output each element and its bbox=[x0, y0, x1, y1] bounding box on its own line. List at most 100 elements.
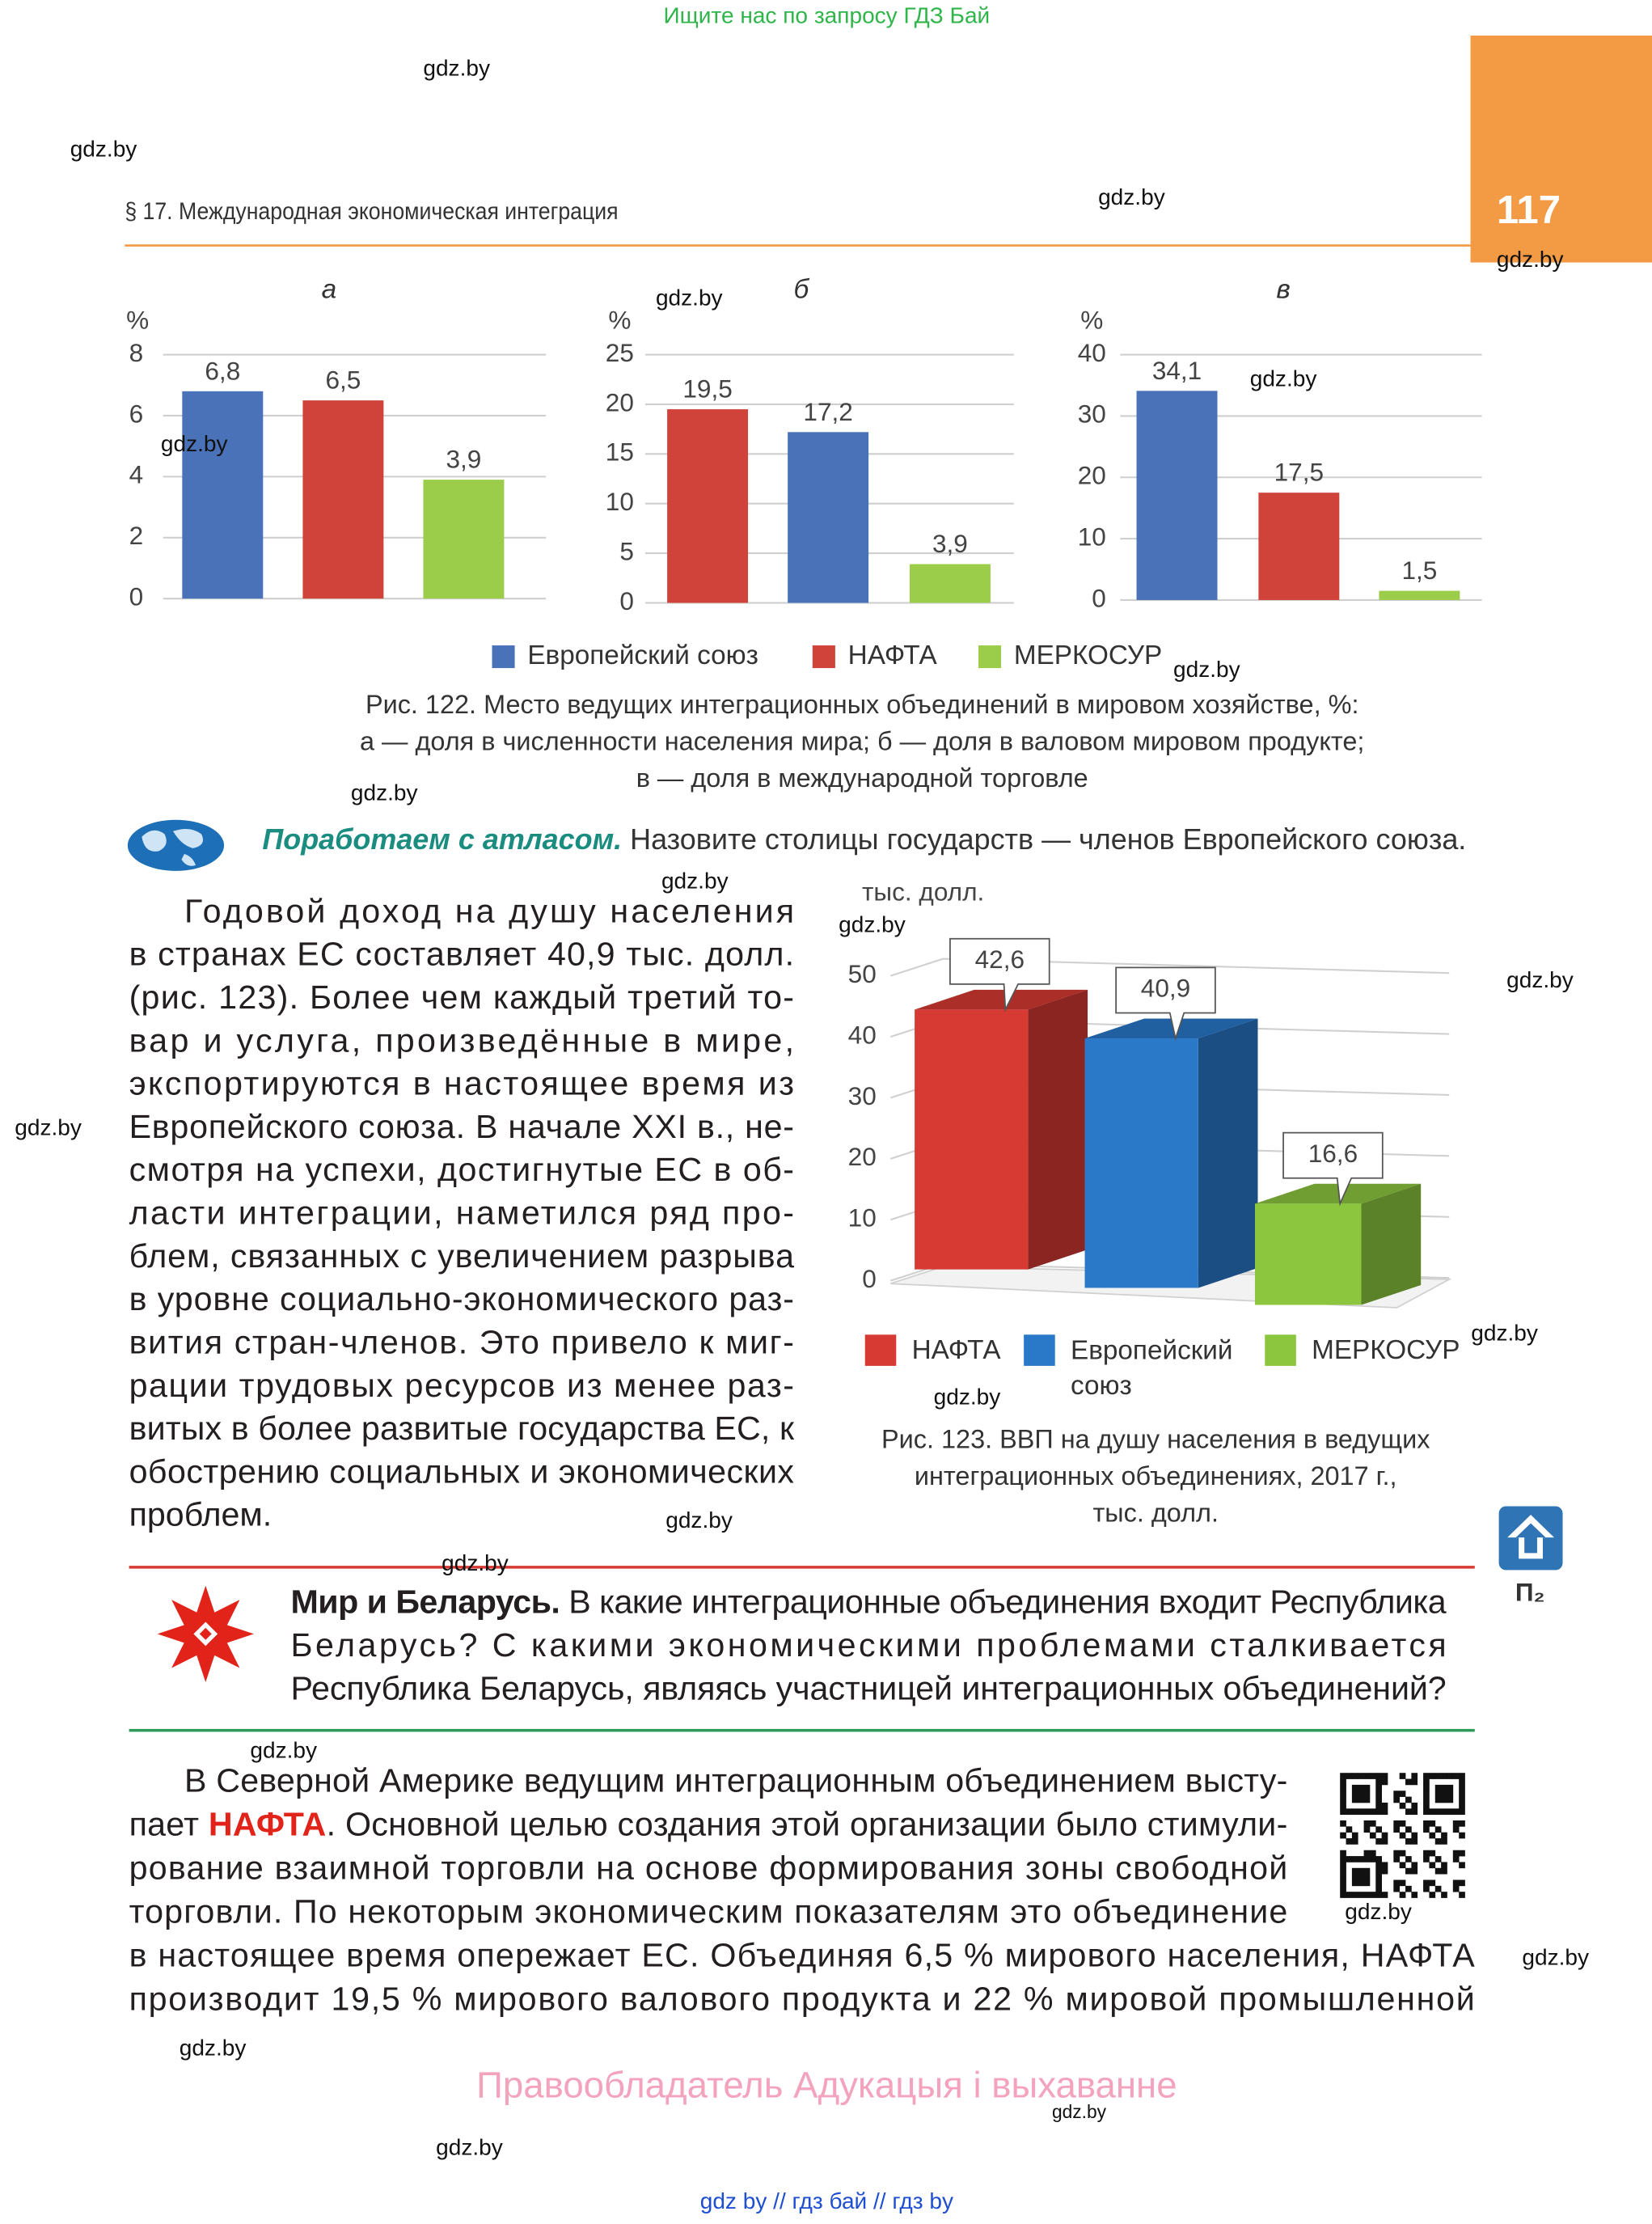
supplement-icon bbox=[1498, 1506, 1563, 1571]
qr-module bbox=[1399, 1802, 1406, 1809]
qr-module bbox=[1340, 1867, 1346, 1875]
body-text: в настоящее время опережает ЕС. Объединя… bbox=[129, 1936, 1476, 1973]
qr-module bbox=[1375, 1885, 1382, 1892]
qr-module bbox=[1452, 1808, 1460, 1815]
qr-module bbox=[1340, 1784, 1346, 1791]
watermark: gdz.by bbox=[250, 1737, 317, 1762]
qr-module bbox=[1393, 1856, 1401, 1862]
box-text: В какие интеграционные объединения входи… bbox=[560, 1583, 1446, 1620]
body-line: смотря на успехи, достигнутые ЕС в об- bbox=[129, 1151, 794, 1188]
qr-module bbox=[1369, 1856, 1376, 1862]
qr-module bbox=[1340, 1773, 1346, 1779]
qr-module bbox=[1411, 1778, 1418, 1786]
box-line: Беларусь? С какими экономическими пробле… bbox=[290, 1626, 1446, 1664]
body-text: В Северной Америке ведущим интеграционны… bbox=[184, 1761, 1287, 1799]
qr-module bbox=[1369, 1773, 1376, 1779]
bar bbox=[667, 409, 749, 603]
qr-module bbox=[1441, 1892, 1447, 1898]
figure-caption: интеграционных объединениях, 2017 г., bbox=[915, 1461, 1397, 1490]
qr-module bbox=[1369, 1820, 1376, 1827]
y-tick-label: 40 bbox=[1078, 338, 1106, 367]
qr-module bbox=[1375, 1773, 1382, 1779]
qr-module bbox=[1423, 1778, 1430, 1786]
bar bbox=[423, 480, 505, 599]
qr-module bbox=[1363, 1879, 1371, 1887]
atlas-task: Поработаем с атласом. Назовите столицы г… bbox=[262, 822, 1466, 856]
body-line: Европейского союза. В начале XXI в., не- bbox=[129, 1108, 794, 1145]
y-tick-label: 50 bbox=[848, 959, 877, 988]
qr-module bbox=[1363, 1867, 1371, 1875]
qr-module bbox=[1434, 1867, 1442, 1875]
qr-module bbox=[1346, 1856, 1353, 1862]
qr-module bbox=[1358, 1874, 1364, 1880]
bar-front bbox=[1254, 1203, 1362, 1305]
qr-module bbox=[1441, 1784, 1447, 1791]
qr-module bbox=[1441, 1796, 1447, 1803]
legend-swatch bbox=[1265, 1334, 1296, 1366]
qr-module bbox=[1375, 1874, 1382, 1880]
qr-module bbox=[1441, 1773, 1447, 1779]
qr-module bbox=[1351, 1808, 1358, 1815]
qr-module bbox=[1393, 1820, 1401, 1827]
qr-module bbox=[1441, 1832, 1447, 1839]
watermark: gdz.by bbox=[665, 1507, 733, 1533]
qr-module bbox=[1434, 1885, 1442, 1892]
qr-module bbox=[1399, 1820, 1406, 1827]
qr-module bbox=[1363, 1784, 1371, 1791]
chart-title: б bbox=[793, 274, 809, 304]
watermark: gdz.by bbox=[1250, 366, 1317, 391]
figure-caption: Рис. 123. ВВП на душу населения в ведущи… bbox=[881, 1424, 1430, 1453]
y-tick-label: 10 bbox=[848, 1203, 877, 1233]
qr-module bbox=[1459, 1850, 1465, 1857]
bar-side-shade bbox=[1028, 989, 1088, 1270]
footer-links: gdz by // гдз бай // гдз by bbox=[700, 2188, 953, 2213]
qr-module bbox=[1459, 1879, 1465, 1887]
qr-module bbox=[1447, 1808, 1454, 1815]
qr-module bbox=[1375, 1778, 1382, 1786]
y-tick-label: 40 bbox=[848, 1020, 877, 1049]
body-text: производит 19,5 % мирового валового прод… bbox=[129, 1980, 1475, 2017]
qr-module bbox=[1351, 1892, 1358, 1898]
callout bbox=[949, 937, 1050, 1013]
watermark: gdz.by bbox=[1345, 1899, 1412, 1924]
bar-3d bbox=[1254, 1183, 1422, 1305]
legend-swatch bbox=[864, 1334, 897, 1366]
bar-side-shade bbox=[1361, 1183, 1422, 1305]
atlas-lead: Поработаем с атласом. bbox=[262, 822, 622, 856]
qr-module bbox=[1405, 1808, 1412, 1815]
watermark: gdz.by bbox=[1522, 1944, 1589, 1969]
qr-module bbox=[1423, 1850, 1430, 1857]
search-note: Ищите нас по запросу ГДЗ Бай bbox=[664, 3, 991, 28]
body-text: пает bbox=[129, 1805, 209, 1842]
box-line: Республика Беларусь, являясь участницей … bbox=[290, 1669, 1446, 1706]
box-text: Беларусь? С какими экономическими пробле… bbox=[290, 1626, 1446, 1664]
qr-module bbox=[1369, 1808, 1376, 1815]
qr-module bbox=[1358, 1791, 1364, 1797]
qr-module bbox=[1459, 1820, 1465, 1827]
qr-module bbox=[1381, 1773, 1388, 1779]
qr-module bbox=[1393, 1850, 1401, 1857]
qr-module bbox=[1423, 1784, 1430, 1791]
body-text: . Основной целью создания этой организац… bbox=[327, 1805, 1288, 1842]
figure-caption: в — доля в международной торговле bbox=[636, 763, 1088, 793]
qr-module bbox=[1434, 1784, 1442, 1791]
qr-module bbox=[1434, 1808, 1442, 1815]
legend-swatch bbox=[978, 645, 1002, 669]
value-label: 3,9 bbox=[932, 529, 968, 558]
qr-module bbox=[1441, 1862, 1447, 1869]
qr-module bbox=[1459, 1784, 1465, 1791]
body-line: Годовой доход на душу населения bbox=[184, 892, 794, 929]
qr-module bbox=[1447, 1791, 1454, 1797]
body-line: витых в более развитые государства ЕС, к bbox=[129, 1410, 795, 1447]
qr-module bbox=[1381, 1867, 1388, 1875]
qr-module bbox=[1459, 1808, 1465, 1815]
qr-module bbox=[1340, 1778, 1346, 1786]
y-axis-label: тыс. долл. bbox=[862, 877, 984, 906]
qr-module bbox=[1429, 1820, 1436, 1827]
body-line: рование взаимной торговли на основе форм… bbox=[129, 1849, 1288, 1886]
body-line: в уровне социально-экономического раз- bbox=[129, 1280, 794, 1317]
body-line: рации трудовых ресурсов из менее раз- bbox=[129, 1367, 794, 1404]
body-line: блем, связанных с увеличением разрыва bbox=[129, 1237, 795, 1275]
qr-module bbox=[1441, 1838, 1447, 1845]
